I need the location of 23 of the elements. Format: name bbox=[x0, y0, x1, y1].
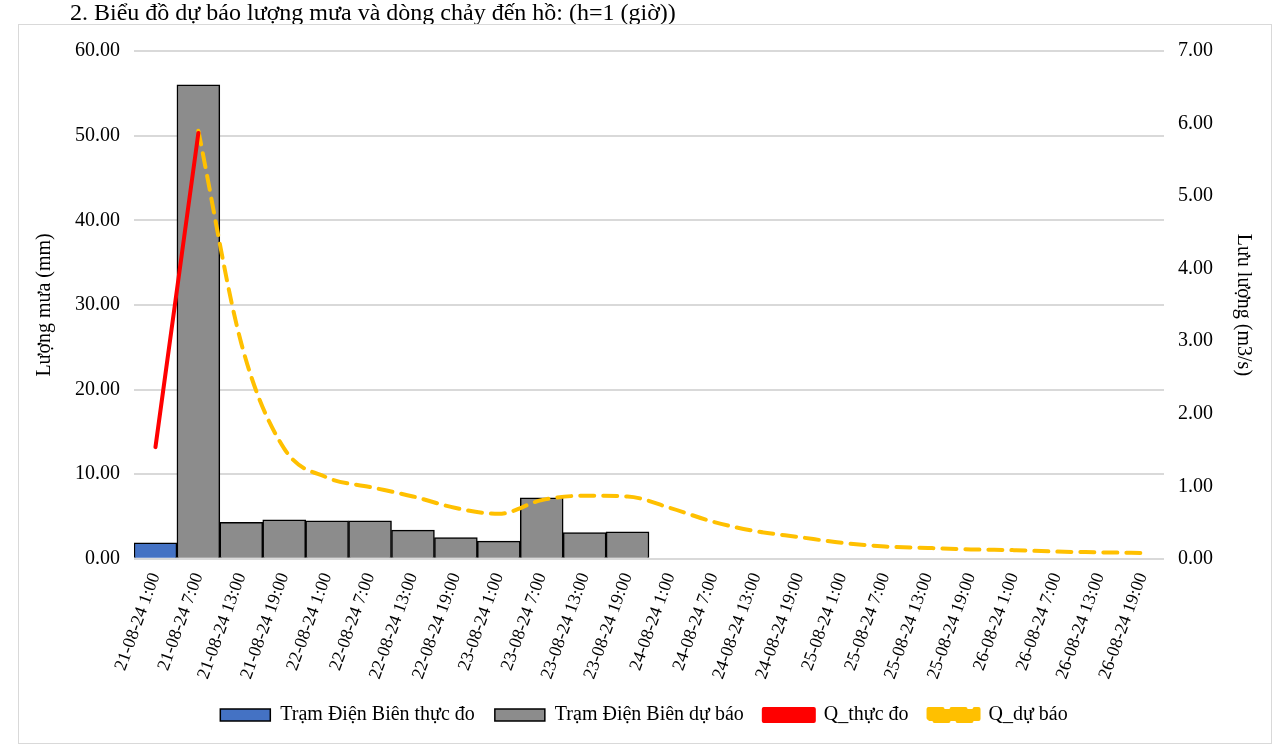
legend-label: Q_dự báo bbox=[988, 702, 1068, 725]
y2-tick-label: 1.00 bbox=[1178, 473, 1213, 496]
line-series bbox=[196, 128, 1145, 556]
y2-tick-label: 6.00 bbox=[1178, 110, 1213, 133]
y-tick-label: 40.00 bbox=[75, 207, 120, 230]
y2-tick-label: 2.00 bbox=[1178, 401, 1213, 423]
y-tick-label: 30.00 bbox=[75, 292, 120, 315]
y-tick-label: 20.00 bbox=[75, 376, 120, 399]
y2-axis-title: Lưu lượng (m3/s) bbox=[1232, 233, 1256, 377]
y-tick-label: 50.00 bbox=[75, 122, 120, 145]
y-tick-label: 60.00 bbox=[75, 38, 120, 61]
y-tick-label: 0.00 bbox=[85, 546, 120, 569]
legend-label: Q_thực đo bbox=[823, 702, 909, 725]
y2-tick-label: 7.00 bbox=[1178, 38, 1213, 61]
y2-tick-label: 5.00 bbox=[1178, 183, 1213, 206]
chart-title: 2. Biểu đồ dự báo lượng mưa và dòng chảy đến hồ: (h=1 (giờ)) bbox=[69, 0, 677, 25]
y-tick-label: 10.00 bbox=[75, 461, 120, 484]
y-axis-title: Lượng mưa (mm) bbox=[32, 233, 56, 377]
y2-tick-label: 4.00 bbox=[1178, 255, 1213, 278]
y2-tick-label: 3.00 bbox=[1178, 328, 1213, 351]
legend-label: Trạm Điện Biên dự báo bbox=[554, 702, 744, 725]
legend-label: Trạm Điện Biên thực đo bbox=[280, 702, 475, 725]
y2-tick-label: 0.00 bbox=[1178, 546, 1213, 569]
